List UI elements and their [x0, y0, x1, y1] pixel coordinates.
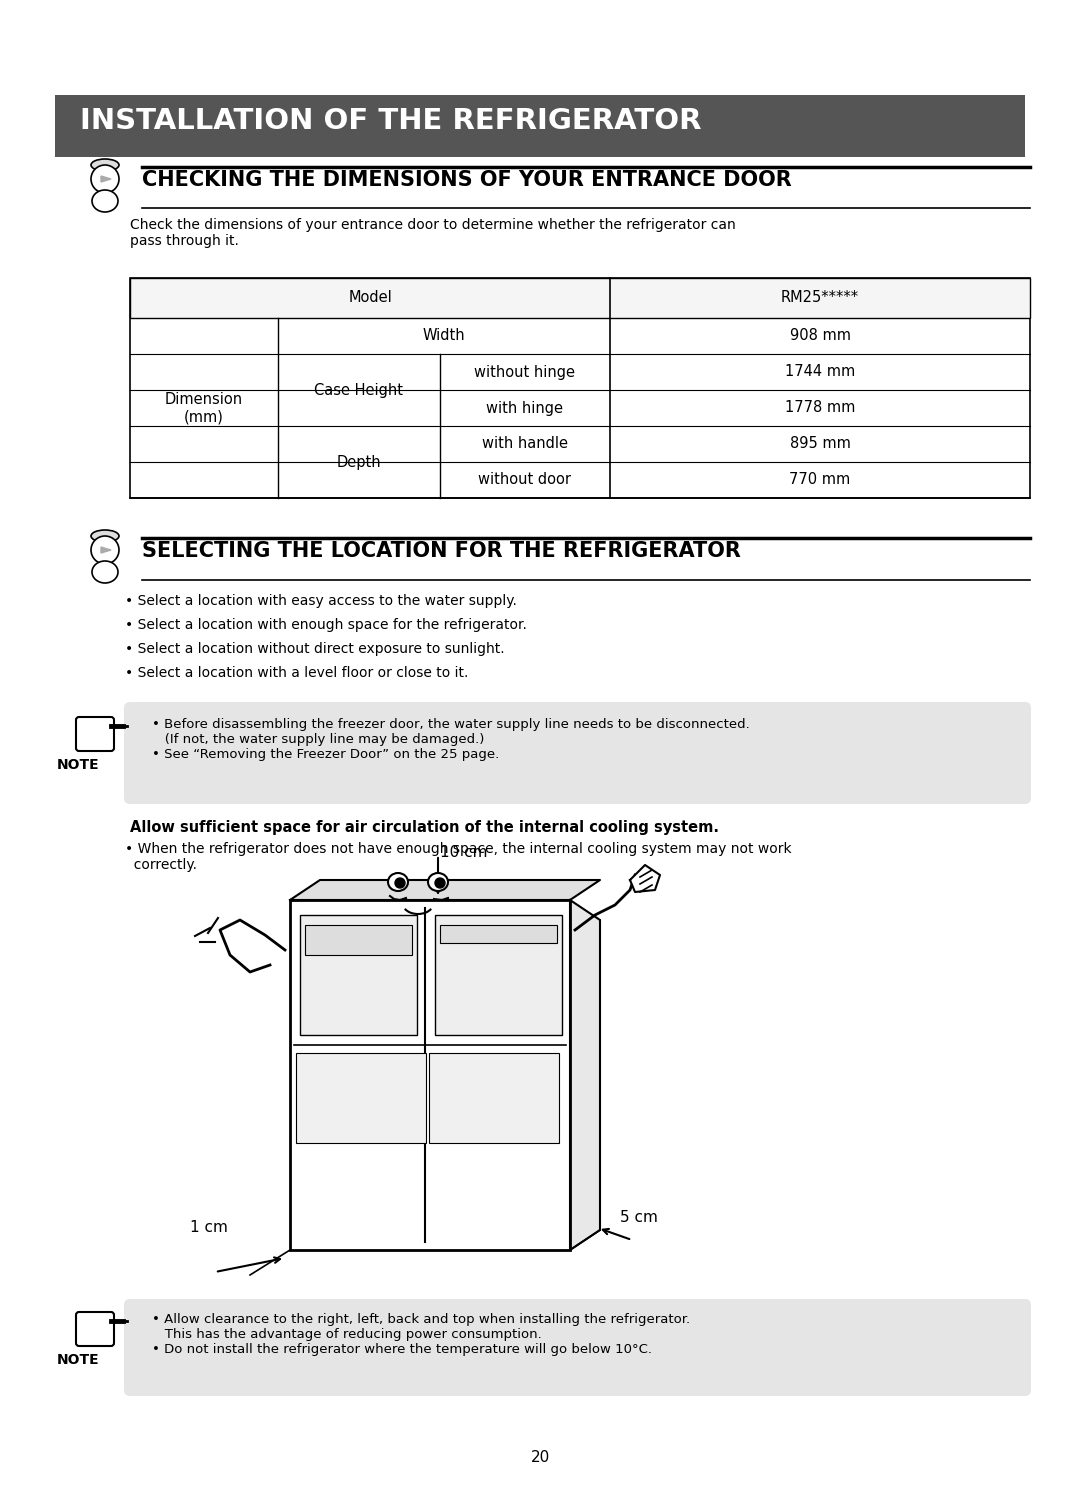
Bar	[296, 1054, 426, 1143]
Ellipse shape	[91, 530, 119, 542]
FancyBboxPatch shape	[124, 702, 1031, 804]
Circle shape	[91, 165, 119, 193]
Text: 10 cm: 10 cm	[440, 845, 487, 860]
Circle shape	[435, 878, 445, 888]
Text: NOTE: NOTE	[56, 1353, 99, 1367]
Text: 1778 mm: 1778 mm	[785, 400, 855, 415]
Bar	[130, 278, 1030, 498]
FancyBboxPatch shape	[76, 1312, 114, 1347]
Text: with hinge: with hinge	[486, 400, 564, 415]
Text: 895 mm: 895 mm	[789, 436, 850, 451]
Polygon shape	[570, 900, 600, 1250]
Text: Check the dimensions of your entrance door to determine whether the refrigerator: Check the dimensions of your entrance do…	[130, 219, 735, 248]
Polygon shape	[630, 865, 660, 891]
Text: NOTE: NOTE	[56, 757, 99, 772]
Text: Model: Model	[348, 290, 392, 305]
Text: 1744 mm: 1744 mm	[785, 365, 855, 379]
FancyBboxPatch shape	[76, 717, 114, 751]
Text: Width: Width	[422, 329, 465, 344]
Bar	[305, 926, 411, 955]
Text: without hinge: without hinge	[474, 365, 576, 379]
Text: Allow sufficient space for air circulation of the internal cooling system.: Allow sufficient space for air circulati…	[130, 820, 719, 835]
Polygon shape	[102, 548, 111, 554]
Ellipse shape	[428, 873, 448, 891]
Text: INSTALLATION OF THE REFRIGERATOR: INSTALLATION OF THE REFRIGERATOR	[80, 107, 702, 135]
Text: • Before disassembling the freezer door, the water supply line needs to be disco: • Before disassembling the freezer door,…	[152, 719, 750, 760]
Text: 5 cm: 5 cm	[620, 1210, 658, 1225]
Text: with handle: with handle	[482, 436, 568, 451]
Text: Dimension
(mm): Dimension (mm)	[165, 391, 243, 424]
Text: Case Height: Case Height	[314, 382, 404, 397]
Bar	[291, 900, 570, 1250]
Bar	[435, 915, 562, 1036]
Text: RM25*****: RM25*****	[781, 290, 859, 305]
Text: 1 cm: 1 cm	[190, 1220, 228, 1235]
Text: • Allow clearance to the right, left, back and top when installing the refrigera: • Allow clearance to the right, left, ba…	[152, 1312, 690, 1356]
Ellipse shape	[91, 159, 119, 171]
Text: • When the refrigerator does not have enough space, the internal cooling system : • When the refrigerator does not have en…	[125, 842, 792, 872]
Bar	[130, 278, 1030, 318]
Ellipse shape	[92, 190, 118, 211]
Text: 908 mm: 908 mm	[789, 329, 851, 344]
Text: • Select a location with a level floor or close to it.: • Select a location with a level floor o…	[125, 667, 469, 680]
Text: • Select a location with enough space for the refrigerator.: • Select a location with enough space fo…	[125, 618, 527, 632]
Text: CHECKING THE DIMENSIONS OF YOUR ENTRANCE DOOR: CHECKING THE DIMENSIONS OF YOUR ENTRANCE…	[141, 170, 792, 190]
Circle shape	[395, 878, 405, 888]
Bar	[440, 926, 557, 943]
Bar	[55, 95, 1025, 158]
Text: 770 mm: 770 mm	[789, 473, 851, 488]
Polygon shape	[102, 176, 111, 182]
Bar	[429, 1054, 559, 1143]
Text: • Select a location with easy access to the water supply.: • Select a location with easy access to …	[125, 594, 517, 609]
Ellipse shape	[92, 561, 118, 583]
Text: • Select a location without direct exposure to sunlight.: • Select a location without direct expos…	[125, 641, 504, 656]
Text: without door: without door	[478, 473, 571, 488]
Circle shape	[91, 536, 119, 564]
Ellipse shape	[388, 873, 408, 891]
Text: 20: 20	[530, 1449, 550, 1466]
Bar	[300, 915, 417, 1036]
FancyBboxPatch shape	[124, 1299, 1031, 1396]
Text: Depth: Depth	[337, 454, 381, 470]
Text: SELECTING THE LOCATION FOR THE REFRIGERATOR: SELECTING THE LOCATION FOR THE REFRIGERA…	[141, 542, 741, 561]
Polygon shape	[291, 879, 600, 900]
